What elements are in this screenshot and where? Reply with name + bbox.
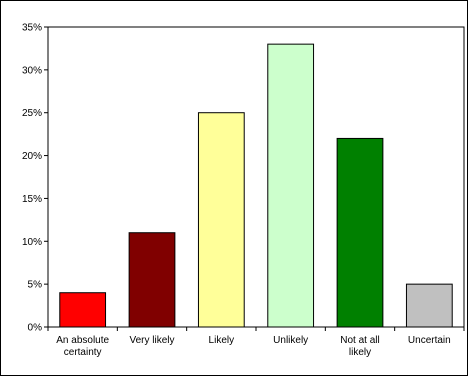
y-tick-label: 5% — [28, 280, 43, 291]
x-tick-label: likely — [349, 347, 371, 358]
plot-area — [47, 26, 465, 328]
x-tick-label: Likely — [209, 335, 235, 346]
x-tick-label: Uncertain — [408, 335, 451, 346]
x-tick-label: Unlikely — [273, 335, 308, 346]
bar-5 — [405, 283, 453, 328]
y-tick-label: 35% — [22, 23, 42, 34]
bars — [59, 43, 453, 328]
y-tick-label: 10% — [22, 237, 42, 248]
x-tick-label: Very likely — [129, 335, 174, 346]
y-tick-label: 0% — [28, 323, 43, 334]
bar-1 — [128, 232, 176, 328]
x-tick-label: An absolute — [56, 335, 109, 346]
bar-2 — [197, 112, 245, 328]
y-tick-label: 15% — [22, 194, 42, 205]
bar-3 — [267, 43, 315, 328]
y-tick-label: 25% — [22, 108, 42, 119]
bar-0 — [59, 292, 107, 328]
x-tick-label: Not at all — [340, 335, 379, 346]
y-tick-label: 20% — [22, 151, 42, 162]
y-tick-label: 30% — [22, 65, 42, 76]
x-tick-label: certainty — [64, 347, 102, 358]
y-axis: 0% 5% 10% 15% 20% 25% 30% 35% — [22, 23, 48, 334]
bar-4 — [336, 137, 384, 328]
plot-border — [47, 26, 465, 328]
